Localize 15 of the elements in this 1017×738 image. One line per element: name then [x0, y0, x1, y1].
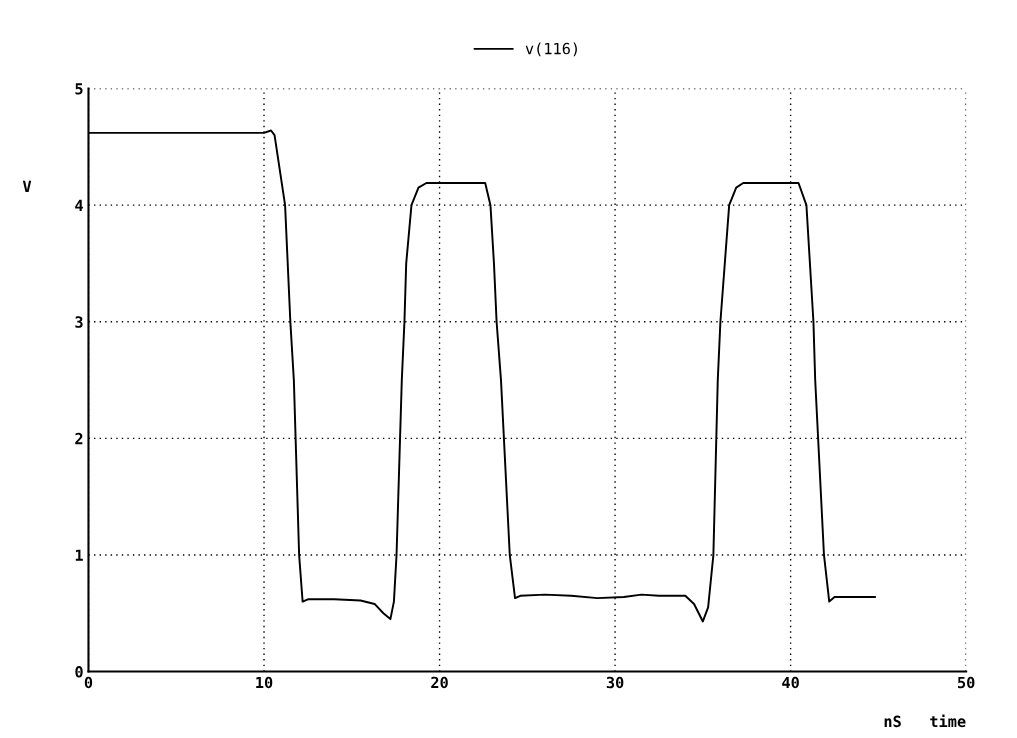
y-axis-title: V — [22, 180, 32, 192]
y-tick-label: 4 — [75, 199, 83, 211]
legend-label: v(116) — [525, 42, 577, 57]
y-tick-label: 0 — [75, 666, 83, 678]
y-tick-label: 3 — [75, 316, 83, 328]
x-tick-label: 30 — [606, 676, 624, 689]
x-tick-label: 0 — [84, 676, 93, 689]
y-tick-label: 2 — [75, 432, 83, 445]
x-axis-title: nS time — [884, 714, 966, 728]
x-tick-label: 20 — [431, 676, 448, 689]
x-tick-label: 40 — [782, 676, 799, 689]
y-tick-label: 5 — [75, 83, 83, 95]
y-tick-label: 1 — [75, 549, 83, 561]
x-tick-label: 50 — [958, 676, 975, 689]
x-tick-label: 10 — [256, 676, 273, 689]
